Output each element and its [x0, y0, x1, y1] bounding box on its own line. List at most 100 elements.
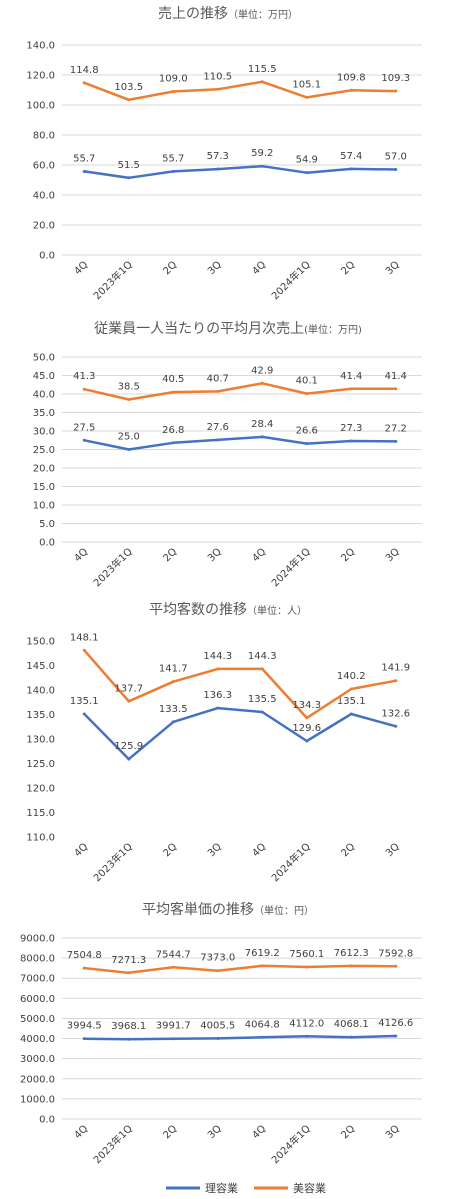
data-label: 115.5 — [248, 64, 277, 75]
data-point — [127, 757, 131, 761]
x-tick-label: 2024年1Q — [269, 545, 313, 589]
data-point — [260, 1035, 264, 1039]
data-point — [349, 1035, 353, 1039]
y-tick-label: 20.0 — [33, 464, 55, 475]
data-label: 7619.2 — [245, 948, 280, 959]
y-tick-label: 30.0 — [33, 427, 55, 438]
y-tick-label: 120.0 — [26, 71, 55, 82]
chart-3: 平均客数の推移（単位：人） 110.0 115.0 120.0 125.0 130.0 13… — [26, 601, 410, 884]
data-point — [305, 1034, 309, 1038]
data-label: 54.9 — [296, 155, 318, 166]
data-label: 59.2 — [251, 148, 273, 159]
data-point — [349, 964, 353, 968]
data-point — [127, 398, 131, 402]
data-label: 55.7 — [162, 153, 184, 164]
data-label: 129.6 — [292, 723, 321, 734]
y-tick-label: 25.0 — [33, 445, 55, 456]
data-label: 40.1 — [296, 376, 318, 387]
data-label: 105.1 — [292, 79, 321, 90]
charts-container: 売上の推移（単位：万円） 0.0 20.0 40.0 60.0 80.0 100.0 120.… — [20, 6, 422, 1166]
series-line-beauty — [83, 80, 396, 102]
data-label: 132.6 — [381, 708, 410, 719]
y-tick-label: 5000.0 — [20, 1014, 55, 1025]
data-label: 103.5 — [114, 82, 143, 93]
data-label: 25.0 — [118, 432, 140, 443]
data-label: 28.4 — [251, 419, 273, 430]
data-label: 114.8 — [70, 65, 99, 76]
chart-title-main: 平均客数の推移 — [149, 601, 247, 618]
y-tick-label: 7000.0 — [20, 974, 55, 985]
data-label: 125.9 — [114, 741, 143, 752]
y-tick-label: 80.0 — [33, 131, 55, 142]
data-point — [171, 169, 175, 173]
data-label: 7373.0 — [200, 953, 235, 964]
data-label: 40.7 — [207, 373, 229, 384]
x-tick-label: 4Q — [251, 546, 269, 564]
data-label: 26.8 — [162, 425, 184, 436]
y-tick-label: 145.0 — [26, 661, 55, 672]
x-tick-label: 2Q — [162, 546, 180, 564]
data-point — [171, 390, 175, 394]
data-label: 7592.8 — [378, 948, 413, 959]
data-label: 27.5 — [73, 422, 95, 433]
data-point — [394, 724, 398, 728]
data-label: 110.5 — [203, 71, 232, 82]
data-label: 133.5 — [159, 704, 188, 715]
data-point — [216, 438, 220, 442]
y-tick-label: 110.0 — [26, 833, 55, 844]
data-point — [82, 1037, 86, 1041]
y-tick-label: 20.0 — [33, 221, 55, 232]
data-label: 140.2 — [337, 671, 366, 682]
chart-title: 従業員一人当たりの平均月次売上(単位：万円) — [94, 321, 362, 337]
y-tick-label: 40.0 — [33, 191, 55, 202]
data-point — [349, 387, 353, 391]
data-label: 41.4 — [385, 371, 407, 382]
data-label: 3994.5 — [67, 1021, 102, 1032]
data-label: 38.5 — [118, 382, 140, 393]
data-point — [260, 164, 264, 168]
legend-label-barber: 理容業 — [205, 1181, 238, 1195]
y-tick-label: 15.0 — [33, 482, 55, 493]
data-point — [171, 680, 175, 684]
data-label: 144.3 — [203, 651, 232, 662]
data-label: 7612.3 — [334, 948, 369, 959]
x-tick-label: 2Q — [162, 841, 180, 859]
data-point — [127, 98, 131, 102]
y-tick-label: 140.0 — [26, 686, 55, 697]
x-tick-label: 4Q — [251, 841, 269, 859]
data-label: 57.4 — [340, 151, 362, 162]
data-point — [82, 712, 86, 716]
x-tick-label: 4Q — [73, 546, 91, 564]
data-point — [394, 439, 398, 443]
data-point — [216, 389, 220, 393]
series-line-barber — [84, 1034, 396, 1041]
x-tick-label: 4Q — [251, 259, 269, 277]
data-point — [394, 679, 398, 683]
data-point — [260, 964, 264, 968]
data-point — [394, 89, 398, 93]
y-tick-label: 4000.0 — [20, 1034, 55, 1045]
series-line-beauty — [84, 964, 396, 975]
data-label: 55.7 — [73, 153, 95, 164]
y-tick-label: 0.0 — [39, 1115, 55, 1126]
data-point — [127, 176, 131, 180]
x-tick-label: 4Q — [73, 841, 91, 859]
chart-title: 平均客数の推移（単位：人） — [149, 601, 307, 618]
x-tick-label: 4Q — [73, 1123, 91, 1141]
data-point — [82, 438, 86, 442]
x-tick-label: 4Q — [251, 1123, 269, 1141]
x-tick-label: 2Q — [340, 259, 358, 277]
x-tick-label: 2024年1Q — [269, 840, 313, 884]
legend: 理容業 美容業 — [166, 1181, 326, 1195]
data-label: 7544.7 — [156, 949, 191, 960]
data-point — [127, 448, 131, 451]
y-tick-label: 120.0 — [26, 784, 55, 795]
data-label: 27.2 — [385, 423, 407, 434]
data-label: 26.6 — [296, 426, 318, 437]
data-point — [171, 441, 175, 445]
data-point — [349, 439, 353, 443]
y-tick-label: 100.0 — [26, 101, 55, 112]
data-point — [82, 648, 86, 652]
chart-2: 従業員一人当たりの平均月次売上(単位：万円) 0.0 5.0 10.0 15.0 20.0… — [33, 321, 422, 589]
